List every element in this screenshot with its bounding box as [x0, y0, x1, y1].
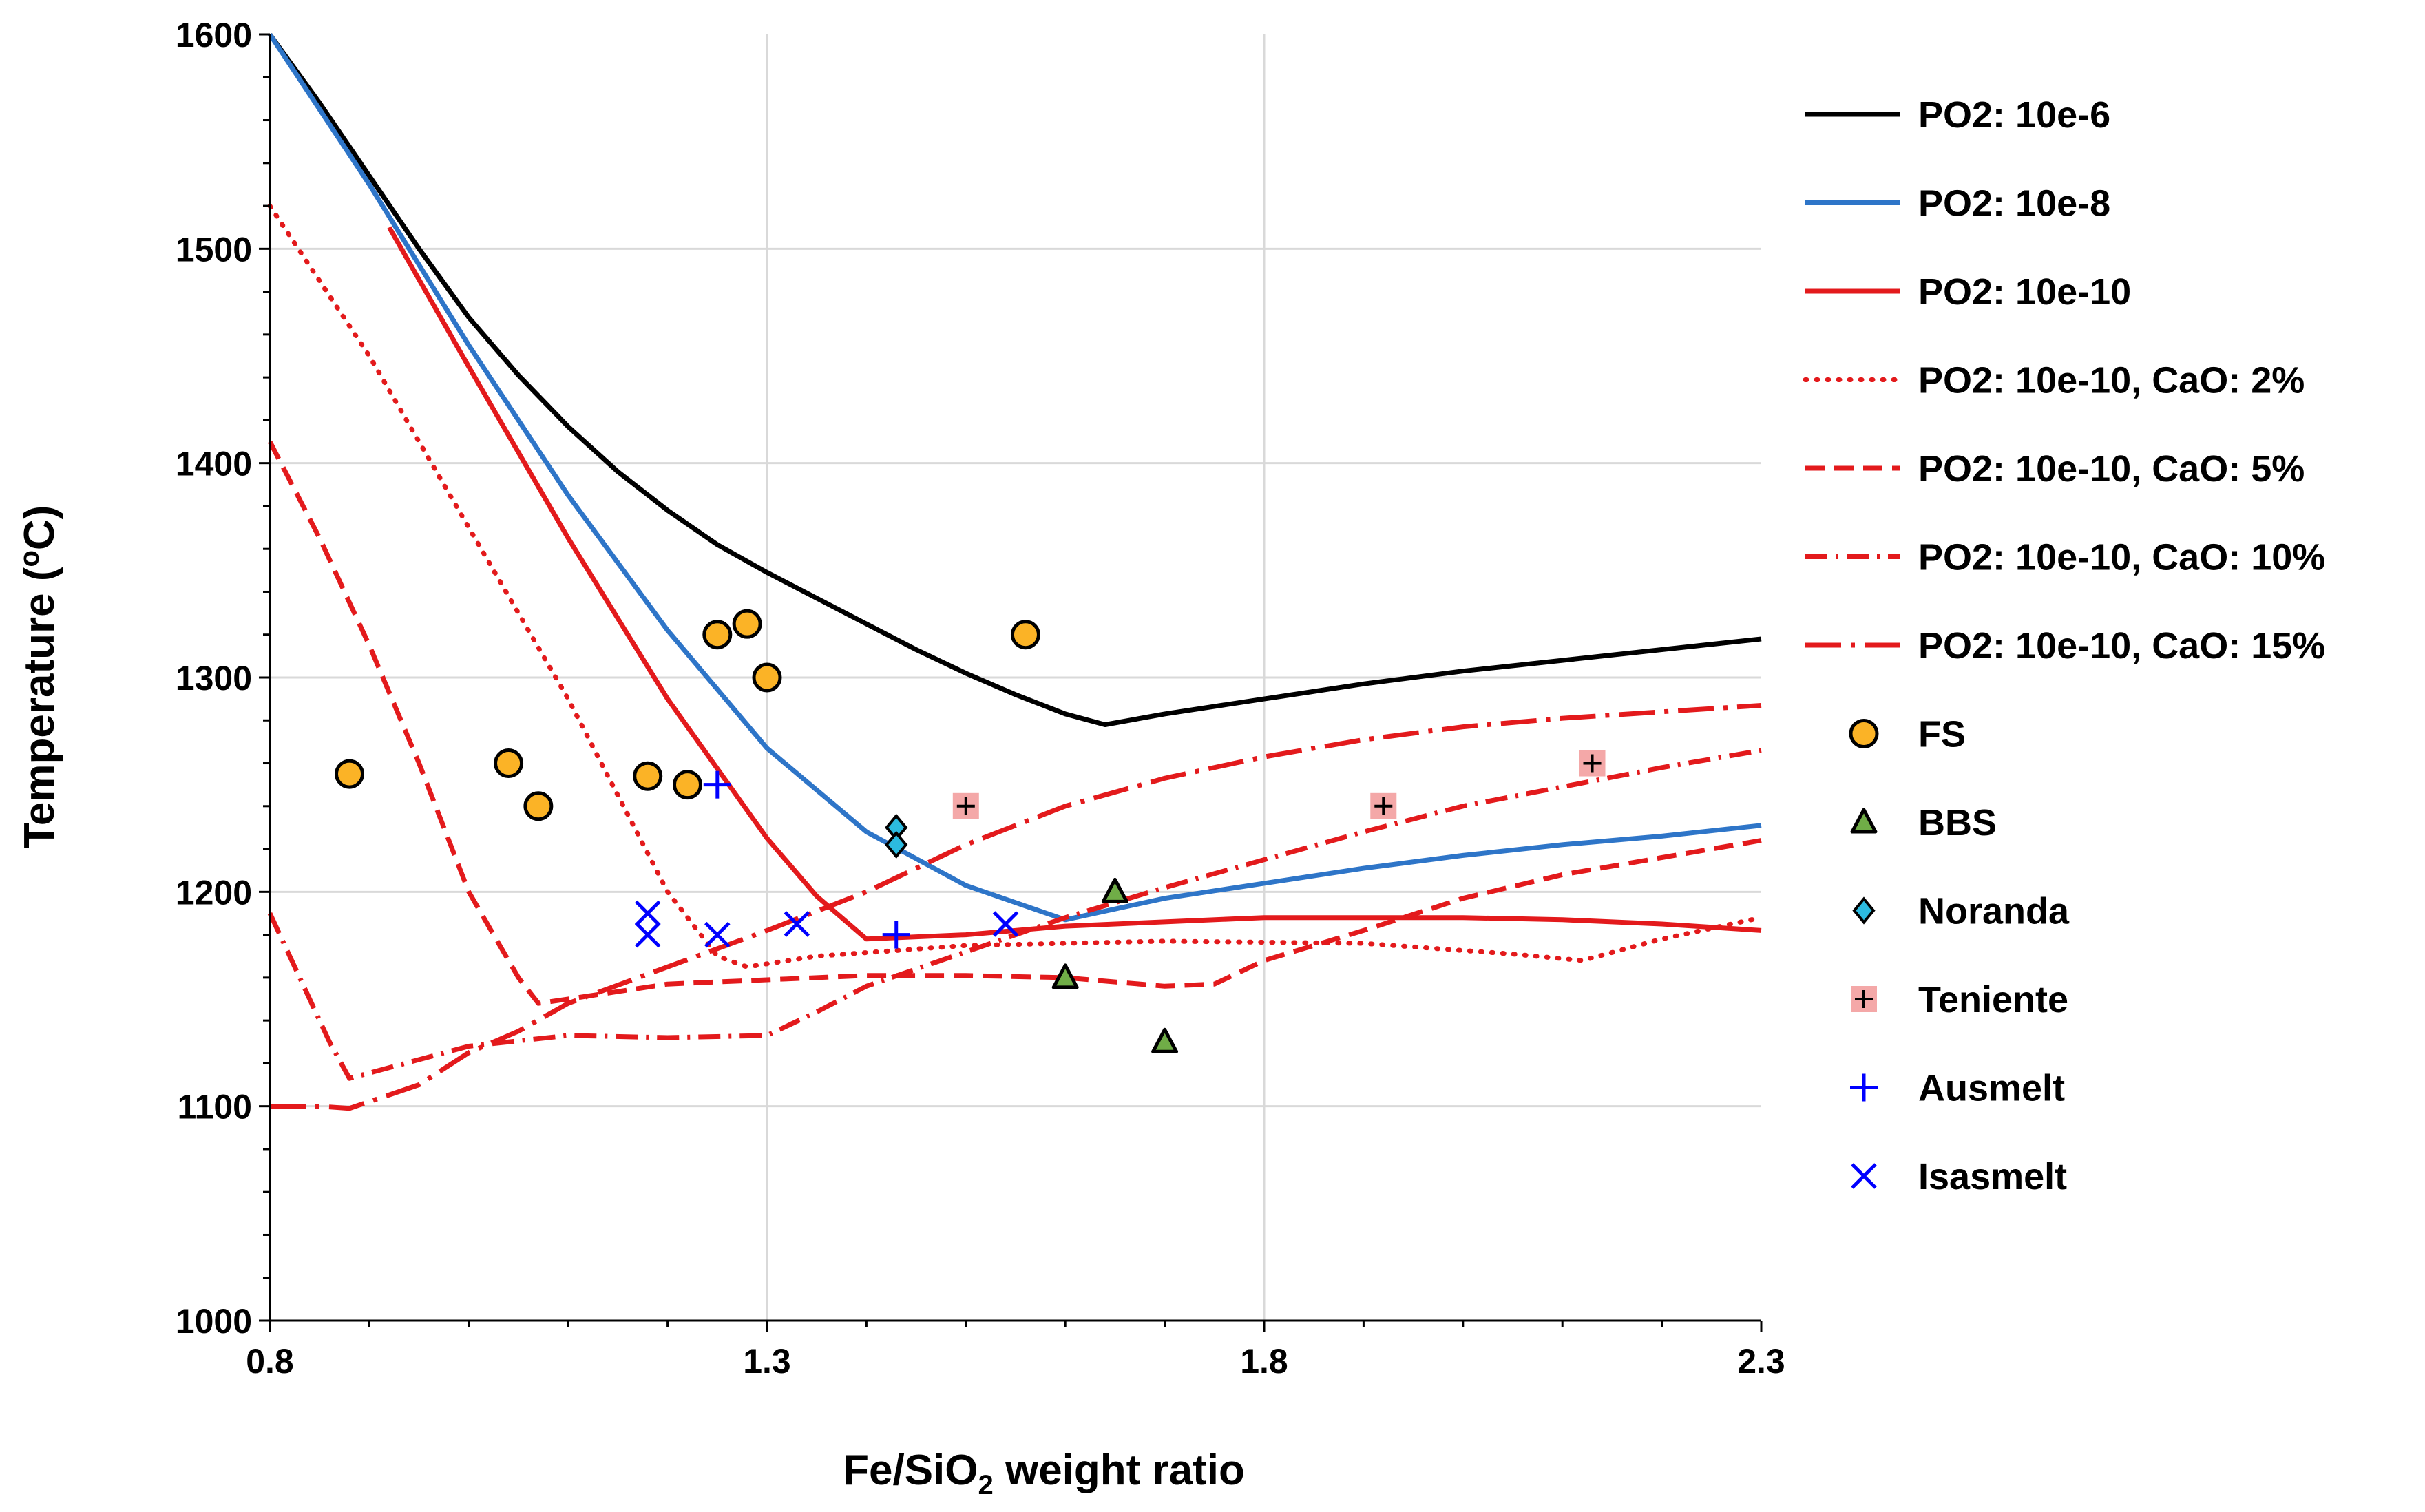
- legend-label-fs: FS: [1918, 714, 1966, 755]
- point-isasmelt: [634, 900, 661, 927]
- point-fs: [335, 759, 365, 789]
- y-axis-title: Temperature (oC): [14, 505, 63, 849]
- point-fs: [732, 609, 762, 639]
- point-teniente: [1370, 792, 1397, 819]
- x-tick-label: 1.8: [1240, 1342, 1288, 1380]
- legend-label-po2-10e-10-cao-5: PO2: 10e-10, CaO: 5%: [1918, 448, 2305, 490]
- legend-label-teniente: Teniente: [1918, 979, 2068, 1020]
- y-tick-label: 1400: [176, 445, 252, 483]
- point-isasmelt: [784, 911, 810, 937]
- point-teniente: [1579, 750, 1606, 777]
- legend-marker-fs: [1849, 719, 1879, 748]
- x-axis-title: Fe/SiO2 weight ratio: [843, 1447, 1245, 1500]
- legend-label-po2-10e-8: PO2: 10e-8: [1918, 183, 2110, 224]
- point-fs: [1010, 620, 1040, 650]
- legend-label-po2-10e-10-cao-10: PO2: 10e-10, CaO: 10%: [1918, 537, 2325, 578]
- y-tick-label: 1300: [176, 659, 252, 697]
- legend-label-bbs: BBS: [1918, 802, 1997, 843]
- series-line-po2-10e-6: [268, 32, 1762, 727]
- series-line-po2-10e-10-cao-2: [267, 203, 1764, 969]
- point-fs: [633, 761, 663, 791]
- x-tick-label: 0.8: [246, 1342, 294, 1380]
- gridlines: [270, 34, 1761, 1321]
- y-tick-label: 1100: [178, 1088, 252, 1126]
- point-ausmelt: [703, 770, 731, 799]
- legend-marker-isasmelt: [1851, 1163, 1877, 1189]
- legend-label-isasmelt: Isasmelt: [1918, 1156, 2067, 1197]
- point-fs: [494, 748, 524, 779]
- point-bbs: [1151, 1027, 1179, 1053]
- axes: [259, 33, 1763, 1332]
- plot-area: [267, 32, 1764, 1111]
- x-tick-label: 1.3: [743, 1342, 791, 1380]
- point-ausmelt: [882, 921, 910, 949]
- y-tick-label: 1500: [176, 230, 252, 269]
- tick-labels: 0.8 1.3 1.8 2.3 1000 1100 1200 1300 1400 1500 1600: [176, 16, 1785, 1380]
- y-tick-label: 1200: [176, 873, 252, 912]
- point-bbs: [1101, 877, 1128, 903]
- point-fs: [523, 791, 554, 821]
- point-bbs: [1051, 963, 1079, 989]
- legend-marker-bbs: [1850, 808, 1878, 834]
- legend: PO2: 10e-6 PO2: 10e-8 PO2: 10e-10 PO2: 10e-…: [1803, 94, 2325, 1197]
- point-fs: [672, 770, 702, 800]
- legend-label-po2-10e-10-cao-2: PO2: 10e-10, CaO: 2%: [1918, 360, 2305, 401]
- point-fs: [752, 662, 782, 693]
- legend-label-po2-10e-10: PO2: 10e-10: [1918, 271, 2131, 313]
- legend-marker-noranda: [1852, 896, 1876, 925]
- point-isasmelt: [992, 911, 1019, 937]
- legend-label-po2-10e-6: PO2: 10e-6: [1918, 94, 2110, 136]
- series-line-po2-10e-10-cao-15: [270, 703, 1762, 1111]
- series-line-po2-10e-10: [387, 226, 1762, 942]
- legend-marker-teniente: [1851, 986, 1877, 1012]
- legend-label-ausmelt: Ausmelt: [1918, 1068, 2065, 1109]
- point-teniente: [952, 792, 979, 819]
- point-noranda: [885, 830, 908, 859]
- series-line-po2-10e-10-cao-10: [267, 748, 1762, 1081]
- legend-marker-ausmelt: [1850, 1073, 1878, 1102]
- point-fs: [702, 620, 733, 650]
- y-tick-label: 1000: [176, 1302, 252, 1341]
- x-tick-label: 2.3: [1737, 1342, 1785, 1380]
- point-isasmelt: [634, 921, 661, 948]
- y-tick-label: 1600: [176, 16, 252, 54]
- series-line-po2-10e-8: [268, 33, 1762, 923]
- legend-label-noranda: Noranda: [1918, 891, 2070, 932]
- point-isasmelt: [704, 921, 731, 948]
- legend-label-po2-10e-10-cao-15: PO2: 10e-10, CaO: 15%: [1918, 625, 2325, 666]
